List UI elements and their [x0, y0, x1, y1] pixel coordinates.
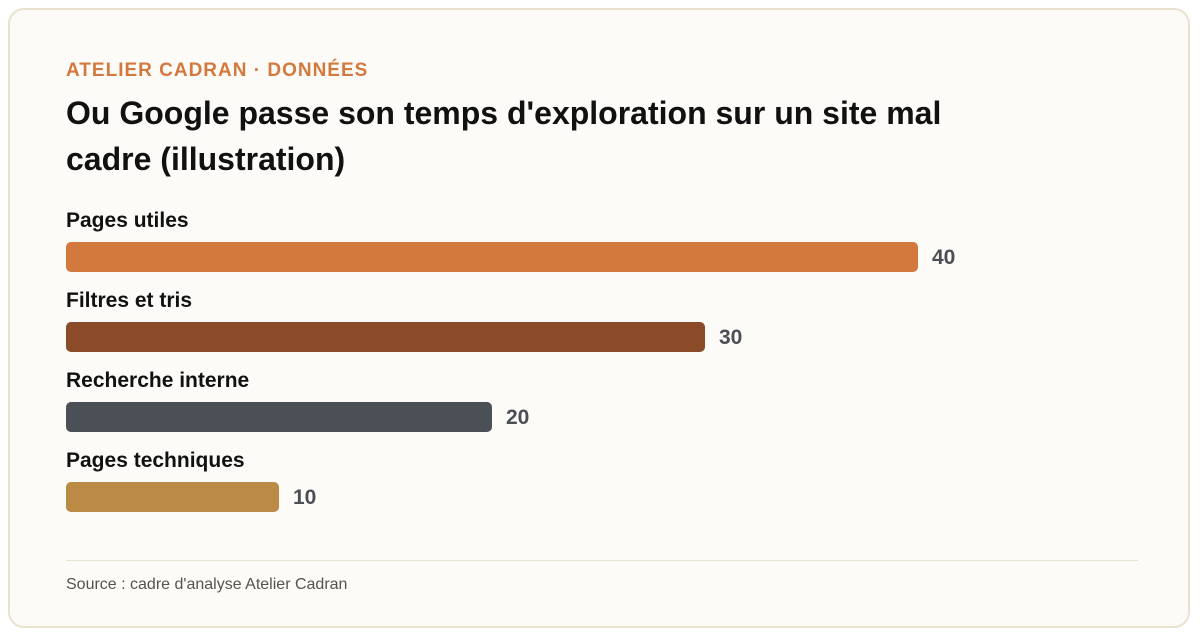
- source-note: Source : cadre d'analyse Atelier Cadran: [66, 576, 348, 593]
- category-label: Pages utiles: [66, 209, 189, 232]
- category-label: Recherche interne: [66, 369, 249, 392]
- bar-chart: Pages utiles 40 Filtres et tris 30 Recherche…: [66, 209, 955, 512]
- chart-kicker: ATELIER CADRAN · DONNÉES: [66, 60, 369, 81]
- category-label: Pages techniques: [66, 449, 245, 472]
- bar: [66, 322, 705, 352]
- bar: [66, 402, 492, 432]
- category-label: Filtres et tris: [66, 289, 192, 312]
- value-label: 10: [293, 486, 316, 509]
- chart-card: ATELIER CADRAN · DONNÉES Ou Google passe…: [8, 8, 1190, 628]
- bar: [66, 482, 279, 512]
- bar: [66, 242, 918, 272]
- value-label: 30: [719, 326, 742, 349]
- value-label: 40: [932, 246, 955, 269]
- footer-divider: [66, 560, 1138, 561]
- chart-title: Ou Google passe son temps d'exploration …: [66, 95, 942, 177]
- value-label: 20: [506, 406, 529, 429]
